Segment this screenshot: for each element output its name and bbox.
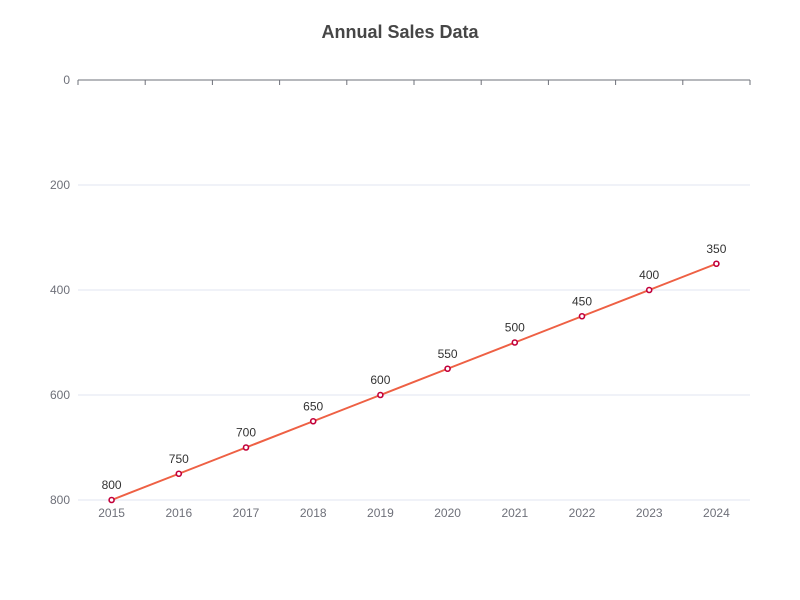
y-tick-label: 800 bbox=[50, 493, 70, 507]
y-tick-label: 600 bbox=[50, 388, 70, 402]
data-point[interactable] bbox=[713, 260, 720, 268]
data-point[interactable] bbox=[108, 496, 115, 504]
data-label: 350 bbox=[706, 242, 726, 256]
data-point[interactable] bbox=[645, 286, 653, 294]
data-label: 450 bbox=[572, 294, 592, 308]
data-label: 500 bbox=[505, 321, 525, 335]
data-point[interactable] bbox=[578, 312, 586, 320]
data-point[interactable] bbox=[242, 444, 250, 451]
data-label: 750 bbox=[169, 452, 189, 466]
axes: 0 200 400 600 800 2015 2016 2017 2018 2019 2020 202… bbox=[50, 73, 751, 520]
x-tick-label: 2016 bbox=[165, 506, 192, 520]
x-tick-label: 2022 bbox=[569, 506, 596, 520]
x-tick-label: 2015 bbox=[98, 506, 125, 520]
data-point[interactable] bbox=[309, 417, 317, 425]
series-line bbox=[111, 262, 717, 501]
data-label: 800 bbox=[102, 478, 122, 492]
series bbox=[108, 260, 720, 504]
x-tick-label: 2018 bbox=[300, 506, 327, 520]
data-label: 550 bbox=[438, 347, 458, 361]
data-label: 700 bbox=[236, 426, 256, 440]
data-label: 400 bbox=[639, 268, 659, 282]
x-tick-label: 2021 bbox=[501, 506, 528, 520]
chart-title: Annual Sales Data bbox=[321, 22, 479, 42]
y-tick-label: 200 bbox=[50, 178, 70, 192]
x-tick-label: 2023 bbox=[636, 506, 663, 520]
data-point[interactable] bbox=[444, 365, 451, 373]
data-point[interactable] bbox=[511, 339, 519, 346]
data-labels: 800 750 700 650 600 550 500 450 400 350 bbox=[102, 242, 727, 492]
x-tick-label: 2017 bbox=[233, 506, 260, 520]
data-label: 600 bbox=[370, 373, 390, 387]
data-point[interactable] bbox=[175, 470, 183, 478]
y-tick-label: 400 bbox=[50, 283, 70, 297]
x-tick-label: 2019 bbox=[367, 506, 394, 520]
grid-lines bbox=[78, 184, 750, 501]
x-tick-label: 2020 bbox=[434, 506, 461, 520]
x-tick-label: 2024 bbox=[703, 506, 730, 520]
y-tick-label: 0 bbox=[63, 73, 70, 87]
data-point[interactable] bbox=[377, 391, 384, 399]
data-label: 650 bbox=[303, 399, 323, 413]
